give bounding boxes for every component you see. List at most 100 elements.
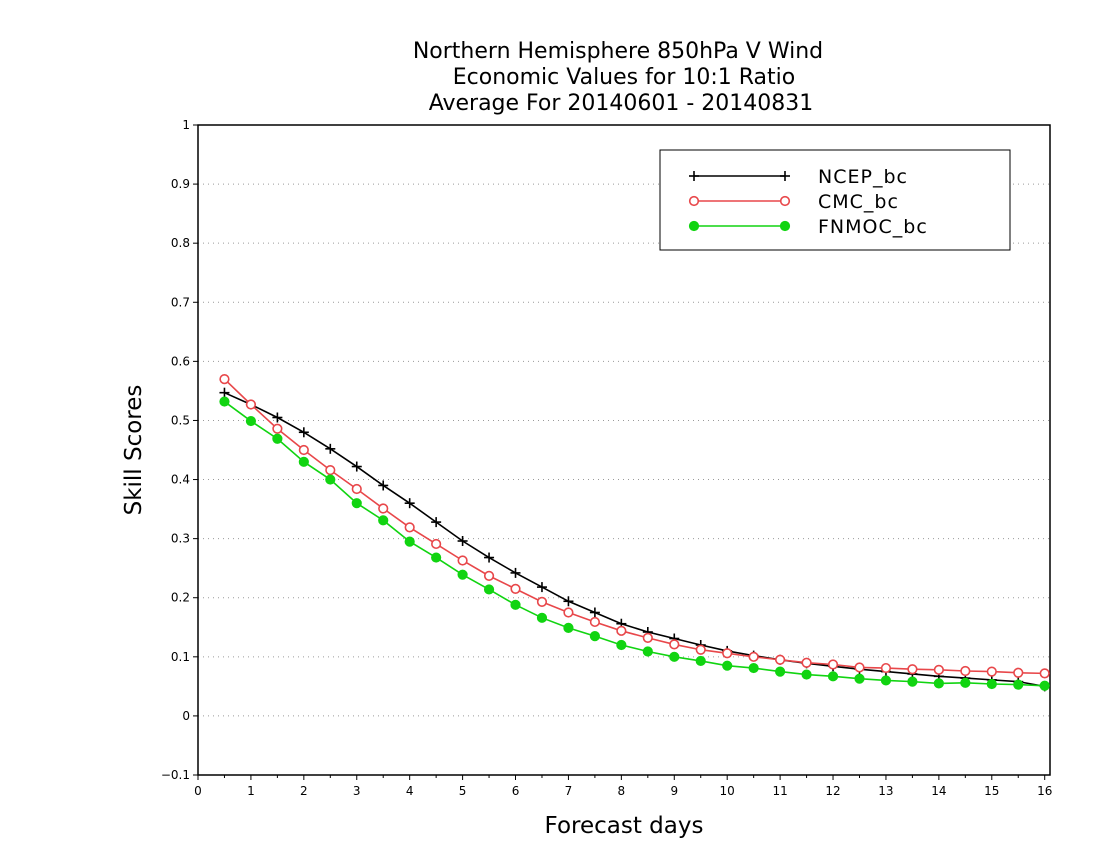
- x-tick-label: 16: [1037, 784, 1052, 798]
- data-point-filled-circle: [351, 498, 362, 509]
- x-tick-label: 11: [772, 784, 787, 798]
- data-point-plus: [536, 582, 547, 593]
- x-tick-label: 15: [984, 784, 999, 798]
- legend-entry: FNMOC_bc: [688, 216, 927, 238]
- data-point-open-circle: [933, 664, 944, 675]
- x-tick-label: 14: [931, 784, 946, 798]
- data-point-filled-circle: [854, 673, 865, 684]
- title-line-1: Northern Hemisphere 850hPa V Wind: [413, 39, 823, 64]
- y-tick-label: 0: [182, 709, 190, 723]
- data-point-filled-circle: [779, 220, 791, 232]
- y-tick-label: 1: [182, 118, 190, 132]
- data-point-open-circle: [325, 464, 336, 476]
- data-point-filled-circle: [695, 655, 706, 667]
- data-point-filled-circle: [536, 612, 548, 623]
- data-point-open-circle: [457, 555, 468, 566]
- data-point-filled-circle: [722, 660, 733, 671]
- data-point-open-circle: [272, 423, 283, 434]
- x-tick-label: 10: [720, 784, 735, 798]
- legend-entry: NCEP_bc: [689, 166, 907, 188]
- data-point-open-circle: [960, 665, 971, 677]
- data-point-filled-circle: [483, 584, 495, 595]
- data-point-filled-circle: [801, 669, 812, 680]
- data-point-filled-circle: [1039, 680, 1050, 691]
- x-axis: 0 1 2 3 4 5 6 7 8 9 10 11 12 13 14 15 16: [194, 775, 1052, 798]
- data-point-open-circle: [880, 662, 892, 674]
- x-tick-label: 1: [247, 784, 255, 798]
- data-point-filled-circle: [510, 599, 521, 610]
- series-line: [223, 378, 1045, 675]
- x-tick-label: 4: [406, 784, 414, 798]
- y-tick-label: 0.8: [171, 236, 190, 250]
- data-point-filled-circle: [880, 675, 892, 686]
- x-tick-label: 12: [825, 784, 840, 798]
- data-point-plus: [484, 552, 495, 563]
- data-point-plus: [431, 517, 442, 528]
- data-point-filled-circle: [589, 631, 600, 642]
- y-tick-label: 0.7: [171, 295, 190, 309]
- legend-entry: CMC_bc: [688, 191, 899, 213]
- data-point-filled-circle: [688, 220, 700, 232]
- data-point-filled-circle: [431, 552, 442, 563]
- data-point-open-circle: [827, 659, 839, 670]
- data-point-plus: [298, 427, 309, 438]
- data-point-plus: [272, 412, 283, 423]
- data-point-filled-circle: [404, 536, 415, 547]
- data-point-open-circle: [775, 654, 786, 665]
- data-point-open-circle: [563, 607, 574, 618]
- series-layer: [219, 373, 1050, 692]
- grid: [198, 183, 1050, 717]
- data-point-open-circle: [589, 616, 600, 628]
- data-point-plus: [325, 443, 336, 454]
- data-point-filled-circle: [245, 415, 257, 427]
- y-tick-label: 0.4: [171, 473, 190, 487]
- title-line-2: Economic Values for 10:1 Ratio: [453, 65, 795, 90]
- data-point-filled-circle: [563, 622, 574, 633]
- data-point-plus: [457, 536, 468, 546]
- data-point-open-circle: [642, 632, 653, 644]
- data-point-filled-circle: [457, 569, 468, 580]
- x-tick-label: 9: [670, 784, 678, 798]
- series-CMC_bc: [219, 373, 1050, 679]
- x-tick-label: 5: [459, 784, 467, 798]
- data-point-open-circle: [986, 666, 997, 677]
- data-point-plus: [780, 171, 790, 181]
- x-tick-label: 0: [194, 784, 202, 798]
- data-point-open-circle: [695, 644, 706, 655]
- data-point-plus: [689, 171, 699, 181]
- legend-label: CMC_bc: [818, 191, 899, 213]
- y-tick-label: 0.9: [171, 177, 190, 191]
- data-point-open-circle: [536, 596, 548, 607]
- y-tick-label: 0.2: [171, 591, 190, 605]
- data-point-open-circle: [404, 522, 415, 533]
- series-FNMOC_bc: [219, 396, 1050, 691]
- y-tick-label: 0.1: [171, 650, 190, 664]
- data-point-filled-circle: [827, 671, 839, 682]
- data-point-filled-circle: [219, 396, 230, 407]
- data-point-filled-circle: [298, 456, 309, 467]
- data-point-open-circle: [688, 195, 700, 207]
- data-point-plus: [589, 607, 600, 618]
- data-point-open-circle: [298, 444, 309, 456]
- data-point-open-circle: [245, 399, 257, 410]
- data-point-filled-circle: [933, 678, 944, 689]
- series-line: [224, 391, 1045, 688]
- title-line-3: Average For 20140601 - 20140831: [429, 91, 814, 116]
- data-point-open-circle: [1013, 667, 1024, 678]
- x-tick-label: 2: [300, 784, 308, 798]
- data-point-filled-circle: [378, 515, 389, 526]
- data-point-filled-circle: [272, 433, 283, 444]
- data-point-open-circle: [669, 639, 680, 650]
- data-point-filled-circle: [325, 474, 336, 485]
- data-point-open-circle: [722, 648, 733, 659]
- data-point-filled-circle: [986, 678, 997, 690]
- data-point-open-circle: [219, 373, 230, 385]
- x-tick-label: 3: [353, 784, 361, 798]
- data-point-plus: [563, 596, 574, 607]
- legend-box: [659, 149, 1011, 251]
- data-point-filled-circle: [960, 677, 971, 688]
- data-point-plus: [219, 387, 230, 398]
- series-NCEP_bc: [219, 387, 1050, 692]
- data-point-filled-circle: [907, 676, 918, 687]
- data-point-open-circle: [801, 657, 812, 668]
